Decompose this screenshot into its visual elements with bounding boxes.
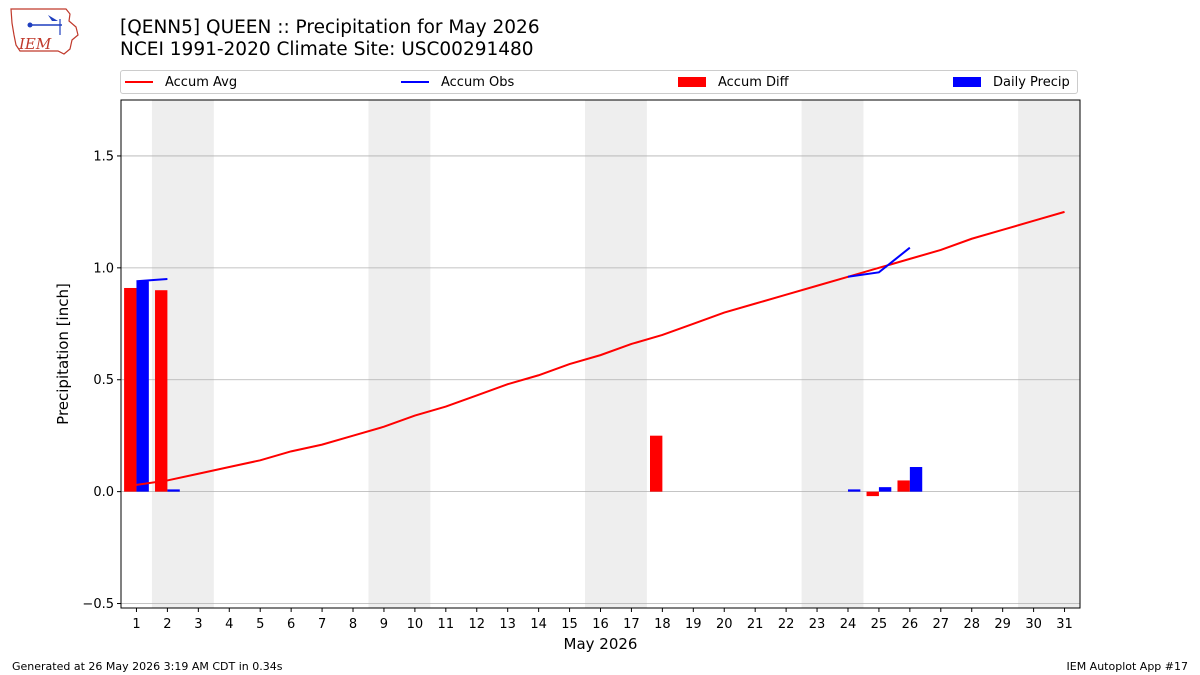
x-tick-label: 11 — [438, 617, 455, 632]
x-tick-label: 10 — [407, 617, 424, 632]
footer-app-text: IEM Autoplot App #17 — [1066, 660, 1189, 673]
x-tick-label: 16 — [592, 617, 609, 632]
accum-obs-line — [136, 278, 168, 283]
accum-diff-bar — [866, 491, 879, 497]
legend-item-accum-obs: Accum Obs — [401, 71, 514, 93]
x-tick-label: 19 — [685, 617, 702, 632]
legend-label-daily-precip: Daily Precip — [993, 74, 1070, 90]
iem-logo: IEM — [10, 8, 79, 55]
x-tick-label: 22 — [778, 617, 795, 632]
x-tick-label: 25 — [871, 617, 888, 632]
x-tick-label: 4 — [225, 617, 233, 632]
legend-label-accum-avg: Accum Avg — [165, 74, 238, 90]
accum-diff-bar — [124, 287, 137, 492]
legend-swatch-accum-diff — [678, 77, 706, 87]
x-tick-label: 13 — [499, 617, 516, 632]
x-tick-label: 6 — [287, 617, 295, 632]
y-tick-label: 0.5 — [93, 373, 114, 388]
accum-obs-line — [847, 246, 911, 278]
x-tick-label: 24 — [840, 617, 857, 632]
accum-diff-bar — [897, 480, 910, 492]
legend-item-accum-avg: Accum Avg — [125, 71, 237, 93]
x-tick-label: 18 — [654, 617, 671, 632]
accum-diff-bar — [155, 290, 168, 492]
x-tick-label: 29 — [994, 617, 1011, 632]
footer-generated-text: Generated at 26 May 2026 3:19 AM CDT in … — [12, 660, 283, 673]
weather-station-cup — [27, 22, 33, 28]
daily-precip-bar — [167, 489, 180, 492]
chart-subtitle: NCEI 1991-2020 Climate Site: USC00291480 — [120, 39, 534, 60]
chart-title: [QENN5] QUEEN :: Precipitation for May 2… — [120, 17, 540, 38]
legend-item-daily-precip: Daily Precip — [953, 71, 1070, 93]
x-tick-label: 9 — [380, 617, 388, 632]
legend-label-accum-obs: Accum Obs — [441, 74, 515, 90]
x-tick-label: 30 — [1025, 617, 1042, 632]
legend-swatch-daily-precip — [953, 77, 981, 87]
y-tick-label: 1.0 — [93, 261, 114, 276]
weekend-shade — [1018, 100, 1080, 608]
legend-swatch-accum-obs — [401, 81, 429, 83]
x-tick-label: 3 — [194, 617, 202, 632]
x-tick-label: 28 — [963, 617, 980, 632]
y-tick-label: 0.0 — [93, 485, 114, 500]
x-tick-label: 23 — [809, 617, 826, 632]
x-tick-label: 15 — [561, 617, 578, 632]
x-tick-label: 12 — [468, 617, 485, 632]
y-tick-label: 1.5 — [93, 149, 114, 164]
daily-precip-bar — [136, 281, 149, 492]
daily-precip-bar — [847, 489, 861, 492]
x-tick-label: 5 — [256, 617, 264, 632]
x-tick-label: 21 — [747, 617, 764, 632]
y-axis-label: Precipitation [inch] — [54, 283, 72, 425]
plot-area — [121, 100, 1080, 608]
weekend-shade — [585, 100, 647, 608]
legend-swatch-accum-avg — [125, 81, 153, 83]
x-tick-label: 31 — [1056, 617, 1073, 632]
daily-precip-bar — [909, 467, 923, 492]
x-tick-label: 14 — [530, 617, 547, 632]
legend-label-accum-diff: Accum Diff — [718, 74, 789, 90]
y-tick-label: −0.5 — [82, 597, 114, 612]
x-tick-label: 20 — [716, 617, 733, 632]
accum-avg-line — [136, 210, 1065, 486]
x-tick-label: 27 — [933, 617, 950, 632]
x-tick-label: 1 — [132, 617, 140, 632]
accum-diff-bar — [649, 435, 663, 492]
legend-item-accum-diff: Accum Diff — [678, 71, 789, 93]
daily-precip-bar — [878, 487, 892, 492]
x-tick-label: 8 — [349, 617, 357, 632]
weekend-shade — [368, 100, 431, 608]
iowa-state-outline — [10, 8, 79, 55]
x-tick-label: 2 — [163, 617, 171, 632]
x-tick-label: 7 — [318, 617, 326, 632]
x-tick-label: 26 — [902, 617, 919, 632]
x-tick-label: 17 — [623, 617, 640, 632]
x-axis-label: May 2026 — [564, 635, 638, 653]
logo-text: IEM — [18, 35, 52, 53]
weather-vane-icon — [48, 15, 58, 21]
weekend-shade — [801, 100, 864, 608]
chart-legend: Accum Avg Accum Obs Accum Diff Daily Pre… — [120, 70, 1078, 94]
